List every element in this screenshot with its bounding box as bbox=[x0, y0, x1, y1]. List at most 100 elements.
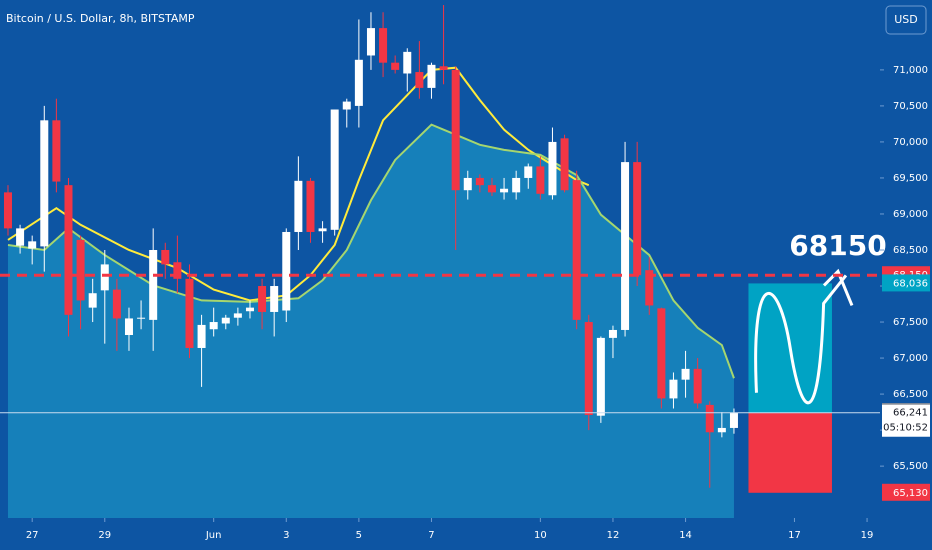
y-tick-label: 65,500 bbox=[893, 461, 928, 472]
candle-body bbox=[294, 180, 303, 232]
x-tick-label: 27 bbox=[26, 530, 39, 541]
last-price-label: 66,241 bbox=[893, 408, 928, 419]
chart-title: Bitcoin / U.S. Dollar, 8h, BITSTAMP bbox=[6, 12, 195, 25]
candle-body bbox=[124, 318, 133, 336]
x-tick-label: 29 bbox=[98, 530, 111, 541]
x-tick-label: 17 bbox=[788, 530, 801, 541]
x-tick-label: 14 bbox=[679, 530, 692, 541]
candle-body bbox=[608, 329, 617, 338]
candle-body bbox=[439, 66, 448, 70]
candle-body bbox=[28, 241, 37, 249]
annotation: 68150 bbox=[789, 229, 886, 262]
candle-body bbox=[185, 278, 194, 348]
x-tick-label: 19 bbox=[861, 530, 874, 541]
x-tick-label: 10 bbox=[534, 530, 547, 541]
price-marker-label: 65,130 bbox=[893, 488, 928, 499]
candle-body bbox=[475, 177, 484, 186]
candle-body bbox=[536, 166, 545, 194]
candle-body bbox=[596, 337, 605, 416]
y-tick-label: 69,000 bbox=[893, 209, 928, 220]
projection-arrow bbox=[822, 268, 854, 306]
candle-body bbox=[729, 412, 738, 428]
y-tick-label: 70,500 bbox=[893, 101, 928, 112]
candle-body bbox=[233, 313, 242, 318]
candle-body bbox=[487, 185, 496, 193]
candle-body bbox=[403, 51, 412, 74]
y-tick-label: 68,500 bbox=[893, 245, 928, 256]
candle-body bbox=[245, 307, 254, 312]
time-axis bbox=[0, 518, 880, 550]
x-tick-label: Jun bbox=[205, 530, 222, 541]
candle-body bbox=[621, 162, 630, 330]
candle-body bbox=[16, 228, 25, 246]
y-tick-label: 69,500 bbox=[893, 173, 928, 184]
x-tick-label: 12 bbox=[607, 530, 620, 541]
price-marker-box bbox=[882, 274, 930, 292]
price-marker-box bbox=[882, 483, 930, 501]
candle-body bbox=[137, 317, 146, 319]
candle-body bbox=[330, 109, 339, 230]
candle-body bbox=[512, 177, 521, 193]
currency-button[interactable] bbox=[885, 5, 927, 35]
ma-area bbox=[7, 124, 734, 518]
candle-body bbox=[306, 180, 315, 232]
y-tick-label: 66,500 bbox=[893, 389, 928, 400]
candle-body bbox=[693, 368, 702, 404]
y-tick-label: 67,500 bbox=[893, 317, 928, 328]
candle-body bbox=[584, 322, 593, 415]
last-price-box bbox=[882, 404, 930, 437]
x-tick-label: 3 bbox=[283, 530, 289, 541]
candle-body bbox=[149, 249, 158, 320]
candle-body bbox=[173, 262, 182, 279]
candle-body bbox=[76, 239, 85, 301]
candle-body bbox=[524, 166, 533, 178]
candle-body bbox=[572, 180, 581, 320]
candle-body bbox=[3, 192, 12, 229]
candle-body bbox=[500, 188, 509, 193]
candle-body bbox=[342, 101, 351, 110]
y-tick-label: 70,000 bbox=[893, 137, 928, 148]
candle-body bbox=[669, 379, 678, 399]
candle-body bbox=[366, 28, 375, 56]
candle-body bbox=[88, 293, 97, 308]
candle-body bbox=[427, 64, 436, 88]
candle-body bbox=[354, 59, 363, 106]
candle-body bbox=[705, 404, 714, 433]
projection-down bbox=[748, 412, 832, 493]
price-marker-label: 68,036 bbox=[893, 278, 928, 289]
candle-body bbox=[64, 185, 73, 315]
candle-body bbox=[415, 72, 424, 88]
candle-body bbox=[270, 286, 279, 312]
candle-body bbox=[379, 28, 388, 63]
candle-body bbox=[548, 141, 557, 196]
candle-body bbox=[717, 427, 726, 433]
currency-label[interactable]: USD bbox=[894, 13, 918, 26]
candle-body bbox=[52, 120, 61, 182]
candle-body bbox=[633, 162, 642, 276]
candle-body bbox=[221, 317, 230, 324]
candle-body bbox=[209, 322, 218, 330]
ma-line bbox=[7, 66, 590, 302]
candle-body bbox=[318, 228, 327, 232]
candle-body bbox=[197, 324, 206, 348]
candle-body bbox=[161, 249, 170, 265]
candle-body bbox=[451, 69, 460, 191]
candle-body bbox=[40, 120, 49, 247]
candle-body bbox=[112, 289, 121, 319]
candle-body bbox=[657, 308, 666, 399]
candle-body bbox=[560, 138, 569, 191]
candle-body bbox=[681, 368, 690, 380]
candle-body bbox=[258, 286, 267, 312]
x-tick-label: 7 bbox=[428, 530, 434, 541]
candle-body bbox=[463, 177, 472, 191]
projection-curve bbox=[754, 274, 848, 405]
y-tick-label: 71,000 bbox=[893, 65, 928, 76]
candle-body bbox=[645, 270, 654, 306]
candle-body bbox=[391, 62, 400, 70]
y-tick-label: 67,000 bbox=[893, 353, 928, 364]
candle-body bbox=[100, 264, 109, 291]
x-tick-label: 5 bbox=[356, 530, 362, 541]
countdown-label: 05:10:52 bbox=[883, 423, 928, 434]
candle-body bbox=[282, 231, 291, 311]
